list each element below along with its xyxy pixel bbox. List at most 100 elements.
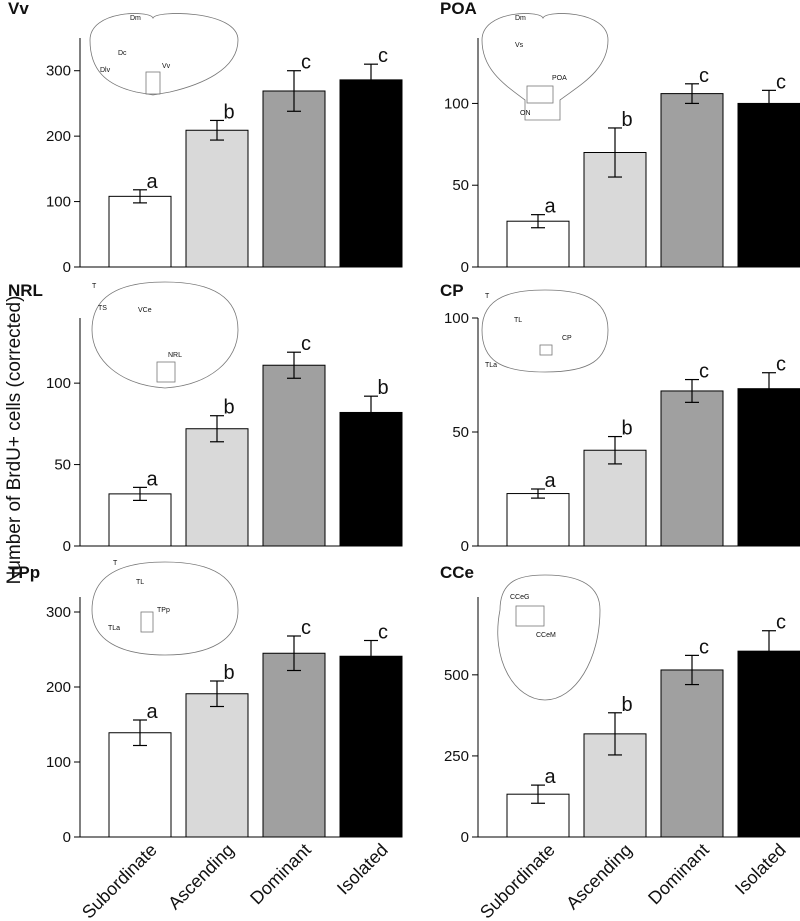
- bar: [262, 90, 326, 268]
- inset-outline: [91, 281, 239, 389]
- bar: [737, 650, 800, 838]
- y-tick-label: 200: [46, 128, 71, 145]
- y-tick-label: 50: [452, 177, 469, 194]
- inset-box: [539, 344, 553, 356]
- y-tick-label: 100: [46, 754, 71, 771]
- significance-letter: a: [146, 701, 158, 723]
- significance-letter: c: [378, 622, 388, 644]
- significance-letter: c: [776, 612, 786, 634]
- bar: [660, 669, 724, 838]
- panel-title: Vv: [8, 0, 29, 18]
- inset-outline: [481, 289, 609, 373]
- significance-letter: a: [544, 196, 556, 218]
- inset-label: Dm: [515, 15, 526, 22]
- panel-title: CP: [440, 281, 464, 300]
- y-tick-label: 50: [452, 424, 469, 441]
- x-tick-label: Dominant: [644, 840, 713, 909]
- significance-letter: c: [301, 52, 311, 74]
- inset-label: TPp: [157, 607, 170, 614]
- inset-label: T: [485, 293, 490, 300]
- y-tick-label: 100: [444, 95, 469, 112]
- bar: [185, 428, 249, 547]
- significance-letter: c: [699, 361, 709, 383]
- bar: [660, 93, 724, 268]
- bar: [339, 79, 403, 268]
- significance-letter: b: [621, 418, 632, 440]
- panel-title: POA: [440, 0, 477, 18]
- inset-label: POA: [552, 75, 567, 82]
- inset-label: VCe: [138, 307, 152, 314]
- inset-label: NRL: [168, 352, 182, 359]
- bar: [660, 390, 724, 547]
- y-tick-label: 50: [54, 457, 71, 474]
- inset-label: TLa: [108, 625, 120, 632]
- bar: [185, 129, 249, 268]
- y-tick-label: 100: [444, 310, 469, 327]
- significance-letter: c: [776, 71, 786, 93]
- y-tick-label: 500: [444, 667, 469, 684]
- bar: [108, 195, 172, 268]
- bar: [185, 693, 249, 838]
- inset-label: TS: [98, 305, 107, 312]
- y-tick-label: 300: [46, 63, 71, 80]
- inset-outline: [89, 13, 239, 96]
- x-tick-label: Dominant: [246, 840, 315, 909]
- inset-label: CCeM: [536, 632, 556, 639]
- bar: [262, 652, 326, 838]
- inset-label: CCeG: [510, 594, 529, 601]
- bar: [737, 388, 800, 547]
- significance-letter: b: [621, 109, 632, 131]
- bar: [262, 364, 326, 547]
- inset-box: [515, 605, 545, 627]
- inset-box: [145, 71, 161, 95]
- significance-letter: c: [776, 354, 786, 376]
- inset-outline: [91, 561, 239, 656]
- bar: [339, 411, 403, 547]
- y-axis-label: Number of BrdU+ cells (corrected): [4, 296, 25, 585]
- inset-label: T: [113, 560, 118, 567]
- y-tick-label: 250: [444, 748, 469, 765]
- inset-outline: [481, 13, 609, 121]
- y-tick-label: 0: [63, 538, 71, 555]
- significance-letter: a: [544, 470, 556, 492]
- y-tick-label: 0: [63, 829, 71, 846]
- inset-label: Dc: [118, 50, 127, 57]
- panel-title: NRL: [8, 281, 43, 300]
- significance-letter: b: [621, 694, 632, 716]
- x-tick-label: Isolated: [333, 840, 392, 899]
- bar: [506, 493, 570, 547]
- inset-label: TL: [514, 317, 522, 324]
- panel-title: TPp: [8, 563, 40, 582]
- significance-letter: b: [223, 101, 234, 123]
- inset-label: ON: [520, 110, 531, 117]
- insets: [89, 13, 609, 701]
- y-tick-label: 100: [46, 194, 71, 211]
- y-tick-label: 0: [63, 259, 71, 276]
- bar: [108, 493, 172, 547]
- significance-letter: c: [378, 45, 388, 67]
- y-tick-label: 100: [46, 375, 71, 392]
- inset-label: TL: [136, 579, 144, 586]
- x-tick-label: Ascending: [562, 840, 636, 914]
- significance-letter: a: [544, 766, 556, 788]
- inset-outline: [497, 574, 601, 701]
- significance-letter: c: [301, 617, 311, 639]
- inset-label: Vs: [515, 42, 524, 49]
- significance-letter: a: [146, 468, 158, 490]
- inset-label: Dm: [130, 15, 141, 22]
- significance-letter: c: [699, 65, 709, 87]
- inset-label: T: [92, 283, 97, 290]
- inset-label: CP: [562, 335, 572, 342]
- significance-letter: a: [146, 171, 158, 193]
- bar: [108, 732, 172, 838]
- x-tick-label: Isolated: [731, 840, 790, 899]
- inset-box: [526, 85, 554, 104]
- significance-letter: b: [223, 662, 234, 684]
- x-tick-label: Subordinate: [476, 840, 559, 921]
- significance-letter: b: [377, 377, 388, 399]
- x-tick-label: Subordinate: [78, 840, 161, 921]
- panel-title: CCe: [440, 563, 474, 582]
- y-tick-label: 0: [461, 829, 469, 846]
- significance-letter: b: [223, 397, 234, 419]
- significance-letter: c: [301, 333, 311, 355]
